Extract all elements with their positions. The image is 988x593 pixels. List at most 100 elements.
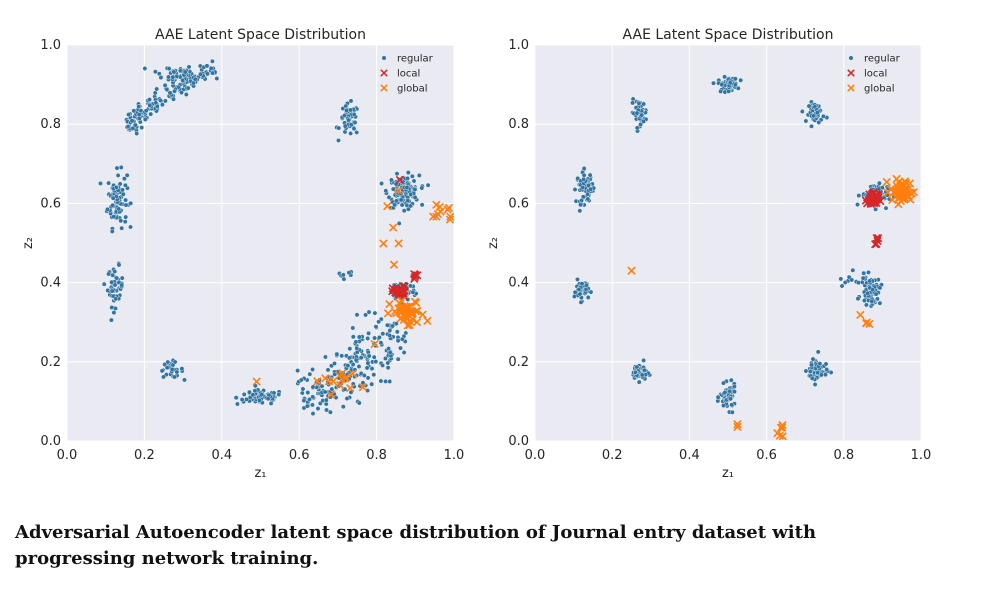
- regular-point: [252, 388, 258, 394]
- regular-point: [169, 366, 175, 372]
- regular-point: [378, 378, 384, 384]
- local-point: [391, 288, 400, 297]
- regular-point: [579, 281, 585, 287]
- x-tick-label: 0.6: [289, 448, 310, 463]
- regular-point: [340, 272, 346, 278]
- global-point: [418, 310, 427, 319]
- regular-point: [162, 82, 168, 88]
- regular-point: [123, 214, 129, 220]
- regular-point: [373, 324, 379, 330]
- regular-point: [142, 66, 148, 71]
- y-tick-label: 0.2: [40, 355, 61, 370]
- regular-point: [350, 325, 356, 331]
- global-point: [394, 239, 403, 248]
- regular-point: [877, 300, 883, 306]
- series-regular: [98, 58, 431, 416]
- regular-point: [865, 290, 871, 296]
- global-point: [340, 374, 350, 383]
- y-axis-label: z₂: [21, 237, 36, 249]
- regular-point: [639, 112, 645, 118]
- regular-point: [399, 202, 405, 208]
- regular-point: [722, 74, 727, 80]
- series-global: [252, 186, 454, 399]
- regular-point: [379, 181, 384, 186]
- regular-point: [405, 198, 411, 204]
- regular-point: [105, 206, 110, 212]
- regular-point: [842, 280, 848, 285]
- regular-point: [111, 214, 117, 220]
- regular-point: [172, 374, 177, 380]
- regular-point: [812, 382, 818, 387]
- local-point: [391, 285, 401, 294]
- regular-point: [409, 173, 415, 179]
- regular-point: [208, 65, 214, 71]
- regular-point: [148, 111, 154, 117]
- regular-point: [806, 103, 812, 109]
- regular-point: [114, 165, 120, 171]
- regular-point: [578, 202, 583, 208]
- regular-point: [401, 350, 407, 355]
- regular-point: [394, 171, 400, 177]
- regular-point: [319, 383, 325, 389]
- x-axis-label: z₁: [722, 466, 734, 481]
- global-point: [892, 174, 901, 184]
- regular-point: [348, 130, 353, 136]
- regular-point: [129, 118, 135, 124]
- regular-point: [823, 361, 829, 367]
- regular-point: [630, 100, 635, 106]
- y-tick-label: 0.6: [40, 196, 61, 211]
- regular-point: [154, 103, 160, 109]
- regular-point: [363, 312, 368, 318]
- x-tick-label: 1.0: [444, 448, 465, 463]
- regular-point: [342, 113, 347, 119]
- regular-point: [179, 366, 185, 372]
- global-point: [446, 212, 454, 221]
- regular-point: [861, 270, 867, 276]
- regular-point: [271, 390, 277, 396]
- regular-point: [419, 202, 425, 208]
- legend-label-local: local: [397, 69, 420, 80]
- global-point: [423, 316, 432, 325]
- regular-point: [305, 390, 311, 395]
- global-point: [358, 383, 368, 392]
- figure: 0.0 0.2 0.4 0.6 0.8 1.0 0.0 0.2 0.4 0.6 0.8 1.0 AAE …: [21, 27, 931, 481]
- regular-point: [109, 305, 115, 310]
- regular-point: [577, 291, 583, 297]
- global-point: [733, 420, 742, 429]
- regular-point: [116, 206, 122, 212]
- global-point: [882, 177, 891, 187]
- regular-point: [112, 269, 118, 274]
- series-regular: [572, 74, 897, 415]
- regular-point: [164, 365, 170, 371]
- regular-point: [299, 390, 305, 396]
- series-local: [861, 188, 885, 249]
- regular-point: [351, 126, 357, 132]
- x-tick-label: 0.6: [756, 448, 777, 463]
- regular-point: [738, 77, 744, 83]
- regular-point: [172, 359, 178, 365]
- regular-point: [353, 339, 359, 345]
- regular-point: [728, 377, 734, 383]
- regular-point: [385, 360, 391, 366]
- regular-point: [166, 66, 172, 72]
- regular-point: [334, 351, 340, 357]
- global-point: [395, 299, 405, 308]
- regular-point: [234, 401, 240, 407]
- regular-point: [718, 89, 723, 94]
- regular-point: [295, 368, 300, 373]
- y-tick-label: 0.8: [508, 117, 529, 132]
- x-tick-label: 0.4: [211, 448, 232, 463]
- regular-point: [120, 187, 125, 193]
- regular-point: [850, 267, 856, 273]
- regular-point: [344, 396, 350, 401]
- regular-point: [572, 294, 577, 299]
- regular-point: [383, 188, 389, 194]
- regular-point: [877, 180, 882, 186]
- regular-point: [192, 76, 198, 82]
- regular-point: [634, 110, 640, 116]
- y-tick-label: 0.4: [508, 276, 529, 291]
- regular-point: [735, 85, 741, 91]
- regular-point: [873, 291, 879, 297]
- regular-point: [581, 166, 587, 171]
